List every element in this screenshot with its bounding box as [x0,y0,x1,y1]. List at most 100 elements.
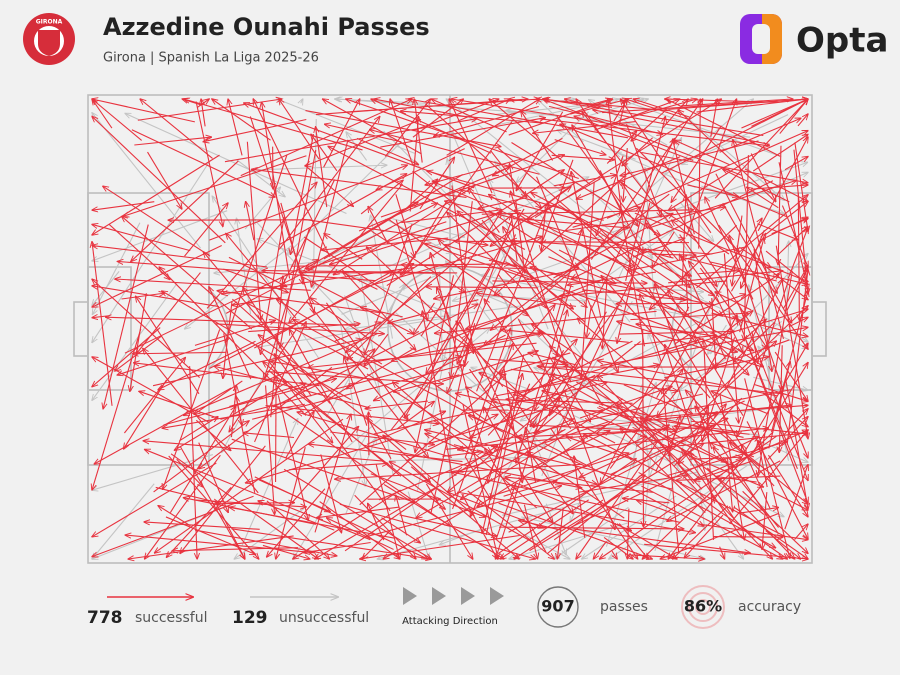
pass-arrow [784,157,808,171]
pass-arrow [291,426,359,504]
pass-arrow [304,332,543,375]
pass-arrow [343,272,378,290]
pass-arrow [521,111,554,161]
pass-arrow [92,99,195,123]
pass-arrow [705,197,754,300]
pass-arrow [550,374,698,458]
pass-arrow [289,463,388,471]
pass-arrow [553,213,672,279]
pass-arrow [447,212,523,289]
pass-arrow [290,134,315,254]
pass-arrow [222,267,415,294]
pass-arrow [131,160,239,262]
pass-arrow [442,452,483,457]
pass-arrow [179,446,245,559]
pass-arrow [641,485,782,559]
pass-arrow [365,400,428,409]
pass-arrow [144,522,260,530]
pass-arrow [786,267,808,311]
pass-arrow [634,335,716,346]
pass-arrow [310,298,488,422]
pass-arrow [195,101,223,227]
pass-arrow [788,317,808,328]
pass-arrow [548,256,615,284]
pass-arrow [517,318,584,441]
pass-arrow [92,99,113,129]
pass-arrow [387,218,528,316]
pass-arrow [596,155,624,236]
pass-arrow [457,218,513,364]
pass-arrow [608,99,624,227]
pass-arrow [548,105,663,134]
pass-arrow [685,292,808,349]
pass-arrow [679,234,717,287]
pass-arrow [430,348,468,513]
pass-arrow [145,449,371,541]
pass-arrow [603,537,633,559]
pass-arrow [189,366,198,559]
pass-arrow [425,433,476,456]
pass-arrow [478,197,525,208]
pass-arrow [308,444,463,463]
pass-arrow [678,110,773,200]
pass-arrow [579,386,672,419]
pass-arrow [465,323,476,366]
accuracy-rings [681,585,725,629]
pass-arrow [746,421,808,539]
pass-arrow [383,435,475,517]
pass-arrow [771,218,808,235]
pass-arrow [380,118,545,148]
pass-arrow [92,246,267,268]
pass-arrow [533,431,609,468]
pass-arrow [209,165,407,241]
pass-arrow [528,178,601,220]
pass-arrow [530,267,690,316]
pass-arrow [570,99,628,115]
pass-arrow [344,446,497,552]
pass-arrow [774,351,808,401]
pass-arrow [434,310,657,333]
pass-arrow [706,467,794,559]
pass-arrow [258,335,407,451]
pass-arrow [451,99,634,128]
pass-arrow [182,99,202,106]
pass-arrow [564,428,769,451]
pass-arrow [679,254,726,360]
pass-arrow [359,374,506,506]
pass-arrow [460,190,580,221]
pass-arrow [266,500,330,559]
pass-arrow [195,419,230,450]
pass-arrow [262,271,458,273]
pass-arrow [730,233,765,292]
pass-arrow [487,453,629,498]
pass-arrow [243,433,295,439]
pass-arrow [679,202,713,242]
pass-arrow [667,442,787,476]
pass-arrow [214,366,371,409]
pass-arrow [115,335,162,371]
pass-arrow [225,203,437,314]
pass-arrow [747,187,779,209]
pass-arrow [682,449,743,538]
pass-arrow [427,171,604,221]
pass-arrow [598,405,734,466]
pass-arrow [551,154,615,159]
pass-arrow [560,124,788,218]
pass-arrow [698,341,776,415]
pass-arrow [644,543,808,559]
pass-arrow [196,99,209,108]
pass-arrow [601,276,711,399]
pass-arrow [121,293,165,300]
pass-arrow [619,331,735,334]
pass-arrow [485,374,522,536]
pass-arrow [376,148,465,190]
pass-arrow [311,134,338,172]
pass-arrow [499,527,684,529]
pass-arrow [612,550,617,559]
pass-arrow [433,182,637,270]
pass-arrow [137,272,201,354]
pass-arrow [425,483,472,559]
pass-arrow [516,426,705,437]
pass-arrow [201,99,206,127]
pass-arrow [380,155,564,218]
